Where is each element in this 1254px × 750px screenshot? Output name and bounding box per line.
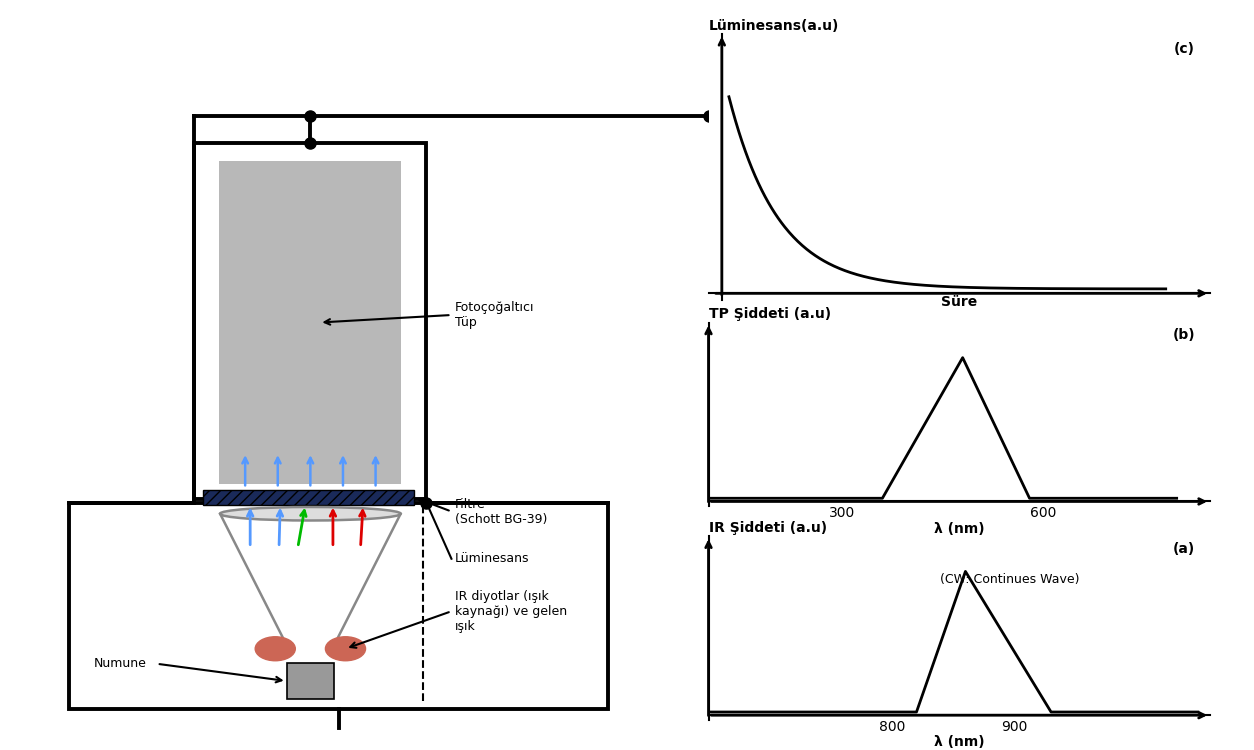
Text: (a): (a) <box>1172 542 1195 556</box>
X-axis label: λ (nm): λ (nm) <box>934 522 984 536</box>
Bar <box>69 503 608 709</box>
Circle shape <box>326 637 366 661</box>
Text: Numune: Numune <box>94 657 147 670</box>
Ellipse shape <box>221 507 401 520</box>
Bar <box>203 490 414 505</box>
Text: (b): (b) <box>1172 328 1195 342</box>
Bar <box>219 161 401 484</box>
X-axis label: λ (nm): λ (nm) <box>934 736 984 749</box>
Bar <box>286 663 334 699</box>
Text: IR diyotlar (ışık
kaynağı) ve gelen
ışık: IR diyotlar (ışık kaynağı) ve gelen ışık <box>455 590 567 633</box>
Circle shape <box>256 637 296 661</box>
Text: Filtre
(Schott BG-39): Filtre (Schott BG-39) <box>455 497 548 526</box>
Text: TP Şiddeti (a.u): TP Şiddeti (a.u) <box>709 308 830 321</box>
Text: (CW: Continues Wave): (CW: Continues Wave) <box>939 573 1080 586</box>
Text: (c): (c) <box>1174 42 1195 56</box>
Text: Lüminesans(a.u): Lüminesans(a.u) <box>709 19 839 32</box>
Text: IR Şiddeti (a.u): IR Şiddeti (a.u) <box>709 521 826 535</box>
X-axis label: Süre: Süre <box>942 295 977 309</box>
Text: Lüminesans: Lüminesans <box>455 552 529 566</box>
Bar <box>194 142 426 499</box>
Text: Fotoçoğaltıcı
Tüp: Fotoçoğaltıcı Tüp <box>455 301 534 329</box>
